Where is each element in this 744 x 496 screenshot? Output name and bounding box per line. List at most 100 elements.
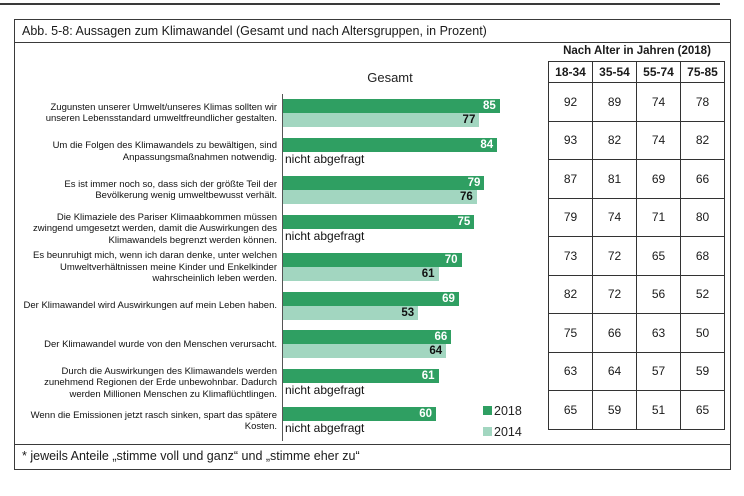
chart-row: Durch die Auswirkungen des Klimawandels … bbox=[15, 363, 544, 402]
bar-value-2014: 61 bbox=[421, 268, 435, 281]
bar-cell: 69 53 bbox=[282, 286, 540, 325]
figure-title: Abb. 5-8: Aussagen zum Klimawandel (Gesa… bbox=[15, 20, 730, 43]
bar-cell: 84 nicht abgefragt bbox=[282, 132, 540, 171]
bar-2014: 77 bbox=[283, 113, 480, 128]
age-grid-cell: 72 bbox=[592, 236, 637, 276]
bar-value-2018: 79 bbox=[467, 177, 481, 190]
bar-cell: 70 61 bbox=[282, 248, 540, 287]
age-grid-cell: 79 bbox=[548, 197, 593, 237]
age-grid-row: 87 81 69 66 bbox=[548, 159, 725, 199]
statement-label: Es ist immer noch so, dass sich der größ… bbox=[64, 178, 277, 202]
figure-footnote: * jeweils Anteile „stimme voll und ganz“… bbox=[15, 444, 730, 469]
age-grid-cell: 81 bbox=[592, 159, 637, 199]
bar-cell: 79 76 bbox=[282, 171, 540, 210]
age-grid-cell: 71 bbox=[636, 197, 681, 237]
statement-label: Es beunruhigt mich, wenn ich daran denke… bbox=[33, 250, 277, 284]
age-grid-cell: 64 bbox=[592, 351, 637, 391]
bar-value-2018: 85 bbox=[482, 100, 496, 113]
age-grid-cell: 82 bbox=[592, 120, 637, 160]
not-asked-label: nicht abgefragt bbox=[285, 421, 365, 436]
top-rule bbox=[0, 3, 720, 5]
statement-label: Durch die Auswirkungen des Klimawandels … bbox=[44, 365, 277, 400]
bar-cell: 60 nicht abgefragt bbox=[282, 402, 540, 441]
age-grid-cell: 51 bbox=[636, 390, 681, 430]
chart-row: Der Klimawandel wird Auswirkungen auf me… bbox=[15, 286, 544, 325]
bar-2018: 70 bbox=[283, 253, 462, 268]
age-grid-cell: 92 bbox=[548, 82, 593, 122]
bar-value-2014: 53 bbox=[401, 306, 415, 319]
figure-box: Abb. 5-8: Aussagen zum Klimawandel (Gesa… bbox=[14, 19, 731, 470]
age-grid-cell: 56 bbox=[636, 274, 681, 314]
age-column-header: 55-74 bbox=[636, 61, 681, 83]
age-table: Nach Alter in Jahren (2018) 18-34 35-54 55… bbox=[548, 44, 726, 430]
bar-value-2014: 77 bbox=[462, 114, 476, 127]
age-grid-cell: 73 bbox=[548, 236, 593, 276]
age-table-title: Nach Alter in Jahren (2018) bbox=[563, 45, 711, 57]
chart-row: Es ist immer noch so, dass sich der größ… bbox=[15, 171, 544, 210]
age-grid-cell: 69 bbox=[636, 159, 681, 199]
statement-label: Die Klimaziele des Pariser Klimaabkommen… bbox=[33, 211, 277, 246]
bar-value-2014: 64 bbox=[429, 345, 443, 358]
age-grid-cell: 66 bbox=[680, 159, 725, 199]
legend-label-2014: 2014 bbox=[494, 424, 522, 439]
age-grid-row: 63 64 57 59 bbox=[548, 351, 725, 391]
bar-cell: 85 77 bbox=[282, 94, 540, 133]
age-grid-cell: 65 bbox=[548, 390, 593, 430]
chart-row: Die Klimaziele des Pariser Klimaabkommen… bbox=[15, 209, 544, 248]
chart-row: Der Klimawandel wurde von den Menschen v… bbox=[15, 325, 544, 364]
bar-value-2018: 66 bbox=[434, 331, 448, 344]
bar-value-2018: 75 bbox=[457, 215, 471, 228]
age-grid-cell: 66 bbox=[592, 313, 637, 353]
age-column-header: 18-34 bbox=[548, 61, 593, 83]
age-grid-cell: 65 bbox=[680, 390, 725, 430]
age-grid-cell: 57 bbox=[636, 351, 681, 391]
age-grid-cell: 63 bbox=[548, 351, 593, 391]
bar-2018: 75 bbox=[283, 214, 475, 229]
bar-chart: Zugunsten unserer Umwelt/unseres Klimas … bbox=[15, 94, 544, 441]
legend-swatch-2018-icon bbox=[483, 406, 492, 415]
age-grid-cell: 75 bbox=[548, 313, 593, 353]
statement-label: Zugunsten unserer Umwelt/unseres Klimas … bbox=[45, 101, 277, 125]
bar-2018: 79 bbox=[283, 176, 485, 191]
age-grid-row: 73 72 65 68 bbox=[548, 236, 725, 276]
not-asked-label: nicht abgefragt bbox=[285, 228, 365, 243]
bar-2018: 85 bbox=[283, 99, 500, 114]
bar-cell: 75 nicht abgefragt bbox=[282, 209, 540, 248]
bar-2014: 53 bbox=[283, 305, 419, 320]
legend-swatch-2014-icon bbox=[483, 427, 492, 436]
chart-row: Wenn die Emissionen jetzt rasch sinken, … bbox=[15, 402, 544, 441]
not-asked-label: nicht abgefragt bbox=[285, 382, 365, 397]
age-grid-cell: 74 bbox=[636, 82, 681, 122]
age-grid-cell: 78 bbox=[680, 82, 725, 122]
bar-value-2018: 69 bbox=[442, 292, 455, 305]
not-asked-label: nicht abgefragt bbox=[285, 151, 365, 166]
legend-item-2018: 2018 bbox=[483, 400, 522, 421]
bar-2018: 61 bbox=[283, 368, 439, 383]
legend-item-2014: 2014 bbox=[483, 421, 522, 442]
age-grid-row: 82 72 56 52 bbox=[548, 274, 725, 314]
chart-group-title: Gesamt bbox=[367, 70, 413, 85]
bar-2014: 64 bbox=[283, 344, 447, 359]
age-grid-cell: 74 bbox=[636, 120, 681, 160]
chart-row: Es beunruhigt mich, wenn ich daran denke… bbox=[15, 248, 544, 287]
age-grid-header-row: 18-34 35-54 55-74 75-85 bbox=[548, 61, 725, 83]
bar-2014: 76 bbox=[283, 190, 477, 205]
age-grid-cell: 52 bbox=[680, 274, 725, 314]
age-grid-row: 93 82 74 82 bbox=[548, 120, 725, 160]
age-grid-cell: 59 bbox=[680, 351, 725, 391]
age-grid-row: 75 66 63 50 bbox=[548, 313, 725, 353]
bar-value-2018: 70 bbox=[444, 254, 458, 267]
bar-value-2018: 60 bbox=[419, 408, 432, 421]
chart-legend: 2018 2014 bbox=[483, 400, 522, 442]
age-grid-cell: 80 bbox=[680, 197, 725, 237]
bar-2018: 60 bbox=[283, 407, 436, 422]
bar-2018: 69 bbox=[283, 291, 459, 306]
age-column-header: 35-54 bbox=[592, 61, 637, 83]
age-column-header: 75-85 bbox=[680, 61, 725, 83]
age-grid-cell: 89 bbox=[592, 82, 637, 122]
age-grid: 18-34 35-54 55-74 75-85 92 89 74 78 93 82 74 82 87 81… bbox=[548, 61, 725, 430]
bar-2018: 66 bbox=[283, 330, 452, 345]
statement-label: Um die Folgen des Klimawandels zu bewält… bbox=[52, 140, 277, 163]
bar-cell: 61 nicht abgefragt bbox=[282, 363, 540, 402]
bar-cell: 66 64 bbox=[282, 325, 540, 364]
